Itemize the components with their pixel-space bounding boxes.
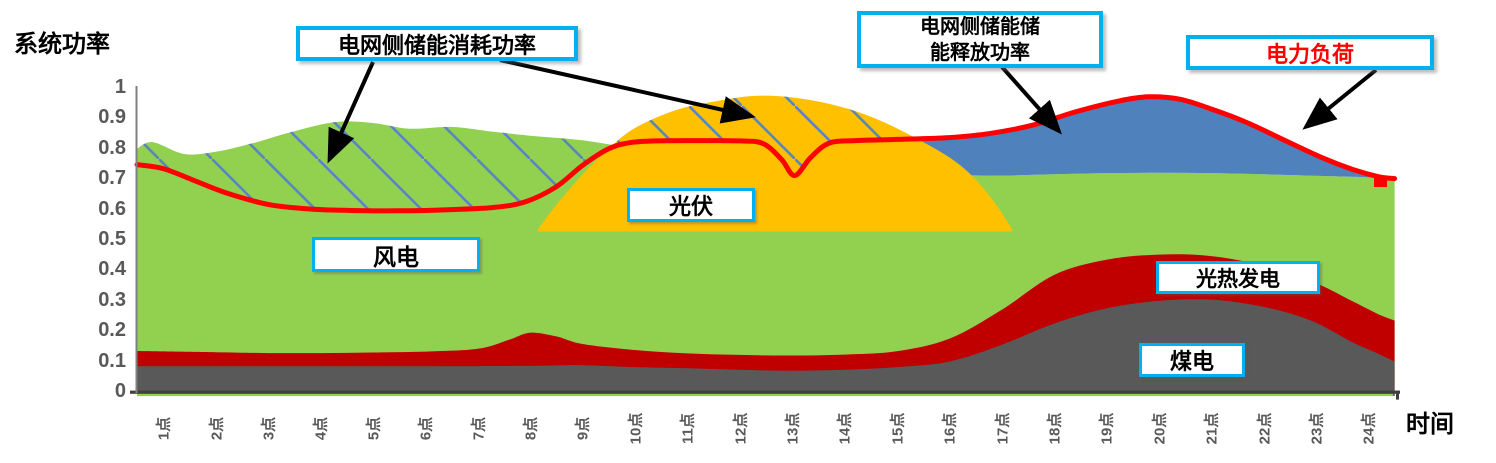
arrow-electric-load xyxy=(1302,68,1378,130)
x-tick-label-20: 20点 xyxy=(1151,412,1169,445)
callout-storage-discharge-line1: 电网侧储能储 xyxy=(920,15,1040,38)
callout-electric-load: 电力负荷 xyxy=(1186,35,1434,70)
y-axis-title: 系统功率 xyxy=(14,31,110,58)
x-axis-line xyxy=(130,390,1400,394)
x-tick-label-14: 14点 xyxy=(836,412,854,445)
y-tick-label-0.2: 0.2 xyxy=(98,319,126,342)
baseline-green-edge xyxy=(137,393,1393,397)
x-tick-label-19: 19点 xyxy=(1098,412,1116,445)
x-tick-label-15: 15点 xyxy=(889,412,907,445)
x-tick-label-23: 23点 xyxy=(1308,412,1326,445)
x-tick-label-11: 11点 xyxy=(679,413,697,444)
x-tick-label-12: 12点 xyxy=(732,412,750,445)
storage-charge-hatch-wind xyxy=(137,121,609,211)
load-line xyxy=(134,94,1398,214)
y-tick-label-0.4: 0.4 xyxy=(98,258,126,281)
x-tick-label-21: 21点 xyxy=(1203,412,1221,445)
arrow-storage-charge-left xyxy=(327,61,375,164)
storage-charge-hatch-pv xyxy=(608,95,908,176)
x-tick-label-24: 24点 xyxy=(1360,412,1378,445)
x-tick-label-18: 18点 xyxy=(1046,412,1064,445)
csp-label-text: 光热发电 xyxy=(1196,267,1280,291)
area-label-csp: 光热发电 xyxy=(1156,261,1320,294)
x-tick-label-9: 9点 xyxy=(574,416,592,441)
x-tick-label-22: 22点 xyxy=(1256,412,1274,445)
x-tick-label-5: 5点 xyxy=(365,416,383,441)
x-tick-label-4: 4点 xyxy=(312,416,330,441)
coal-area xyxy=(137,299,1395,396)
y-tick-label-0.5: 0.5 xyxy=(98,228,126,250)
y-tick-label-0.7: 0.7 xyxy=(98,167,126,190)
area-label-pv: 光伏 xyxy=(627,188,755,222)
area-label-coal: 煤电 xyxy=(1139,343,1245,377)
x-tick-label-6: 6点 xyxy=(417,416,435,441)
y-tick-label-0: 0 xyxy=(114,380,126,402)
area-label-wind: 风电 xyxy=(312,237,480,272)
callout-storage-charge-label: 电网侧储能消耗功率 xyxy=(337,32,536,58)
y-tick-label-0.8: 0.8 xyxy=(98,136,126,159)
x-axis-title: 时间 xyxy=(1406,411,1454,438)
callout-storage-discharge-line2: 能释放功率 xyxy=(930,41,1030,64)
x-tick-label-10: 10点 xyxy=(627,412,645,445)
x-tick-label-7: 7点 xyxy=(470,416,488,441)
y-tick-label-0.1: 0.1 xyxy=(98,349,126,372)
x-tick-label-16: 16点 xyxy=(941,412,959,445)
callout-storage-discharge: 电网侧储能储 能释放功率 xyxy=(857,11,1103,68)
wind-label-text: 风电 xyxy=(373,243,419,270)
arrow-storage-discharge xyxy=(1000,65,1062,135)
callout-storage-charge: 电网侧储能消耗功率 xyxy=(296,26,578,61)
x-tick-label-2: 2点 xyxy=(208,416,226,441)
y-axis-line xyxy=(135,86,138,393)
y-tick-label-0.3: 0.3 xyxy=(98,288,126,311)
callout-electric-load-label: 电力负荷 xyxy=(1265,41,1354,67)
pv-label-text: 光伏 xyxy=(668,194,713,219)
x-tick-label-17: 17点 xyxy=(994,412,1012,445)
x-tick-label-3: 3点 xyxy=(260,416,278,441)
x-tick-label-13: 13点 xyxy=(784,412,802,445)
coal-label-text: 煤电 xyxy=(1169,349,1214,374)
x-tick-label-8: 8点 xyxy=(522,416,540,441)
x-axis-end-tick xyxy=(1396,390,1399,400)
storage-discharge-area xyxy=(896,96,1395,180)
x-tick-label-1: 1点 xyxy=(155,416,173,441)
y-tick-label-1: 1 xyxy=(114,76,126,98)
y-tick-label-0.6: 0.6 xyxy=(98,197,126,220)
y-tick-label-0.9: 0.9 xyxy=(98,106,126,129)
load-line-end-tick xyxy=(1374,178,1387,187)
arrow-storage-charge-right xyxy=(499,58,756,124)
